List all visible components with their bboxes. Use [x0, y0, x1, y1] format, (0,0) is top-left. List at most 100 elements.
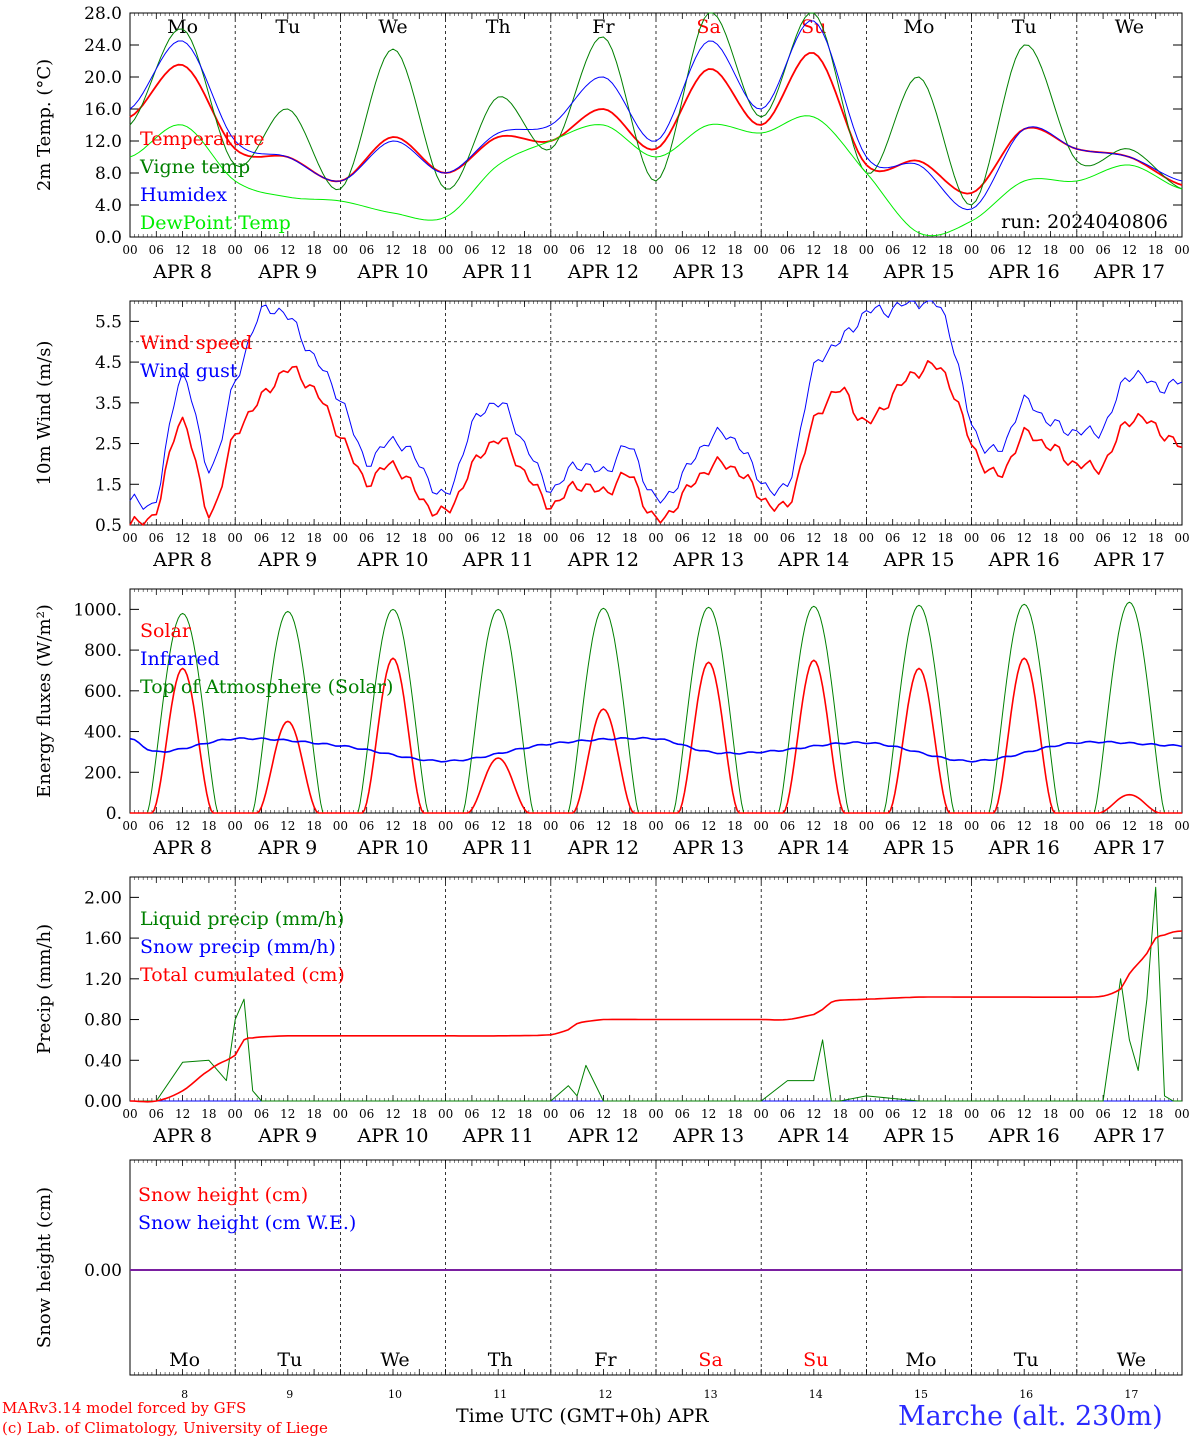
- snow-day-name: Sa: [698, 1349, 722, 1371]
- energy-hour-label: 12: [911, 819, 926, 833]
- wind-hour-label: 18: [1043, 531, 1058, 545]
- wind-hour-label: 12: [1017, 531, 1032, 545]
- wind-hour-label: 06: [990, 531, 1005, 545]
- energy-frame: [129, 588, 1183, 814]
- energy-hour-label: 12: [596, 819, 611, 833]
- snow-legend-snow-height-cm-w-e-: Snow height (cm W.E.): [138, 1212, 356, 1234]
- temp-date-label: APR 15: [882, 261, 954, 283]
- energy-hour-label: 12: [280, 819, 295, 833]
- wind-hour-label: 06: [780, 531, 795, 545]
- precip-hour-label: 12: [1017, 1107, 1032, 1121]
- precip-hour-label: 18: [306, 1107, 321, 1121]
- temp-hour-label: 06: [254, 243, 269, 257]
- precip-hour-label: 18: [412, 1107, 427, 1121]
- precip-hour-label: 06: [675, 1107, 690, 1121]
- energy-hour-label: 18: [412, 819, 427, 833]
- station-name: Marche (alt. 230m): [898, 1401, 1163, 1432]
- temp-day-name: Mo: [167, 16, 198, 38]
- wind-hour-label: 12: [491, 531, 506, 545]
- precip-date-label: APR 10: [356, 1125, 428, 1147]
- energy-hour-label: 00: [859, 819, 874, 833]
- precip-ytick-label: 2.00: [84, 888, 122, 908]
- wind-date-label: APR 12: [567, 549, 639, 571]
- wind-hour-label: 18: [938, 531, 953, 545]
- energy-date-label: APR 11: [462, 837, 534, 859]
- temp-hour-label: 00: [543, 243, 558, 257]
- energy-hour-label: 06: [359, 819, 374, 833]
- snow-ylabel: Snow height (cm): [34, 1187, 55, 1348]
- wind-date-label: APR 8: [152, 549, 212, 571]
- snow-day-name: Su: [803, 1349, 828, 1371]
- energy-ylabel: Energy fluxes (W/m²): [34, 604, 55, 798]
- energy-ytick-label: 1000.: [73, 600, 122, 620]
- precip-hour-label: 06: [569, 1107, 584, 1121]
- wind-hour-label: 06: [254, 531, 269, 545]
- energy-date-label: APR 9: [257, 837, 317, 859]
- wind-date-label: APR 10: [356, 549, 428, 571]
- energy-hour-label: 12: [1017, 819, 1032, 833]
- snow-day-number: 9: [286, 1388, 293, 1401]
- temp-hour-label: 12: [596, 243, 611, 257]
- energy-hour-label: 00: [543, 819, 558, 833]
- wind-legend-wind-speed: Wind speed: [140, 332, 252, 354]
- wind-hour-label: 12: [385, 531, 400, 545]
- wind-ylabel: 10m Wind (m/s): [34, 341, 55, 486]
- energy-hour-label: 18: [517, 819, 532, 833]
- energy-hour-label: 18: [832, 819, 847, 833]
- wind-date-label: APR 13: [672, 549, 744, 571]
- wind-hour-label: 18: [517, 531, 532, 545]
- energy-hour-label: 00: [1069, 819, 1084, 833]
- temp-hour-label: 12: [385, 243, 400, 257]
- temp-ytick-label: 28.0: [84, 4, 122, 24]
- precip-hour-label: 06: [780, 1107, 795, 1121]
- energy-hour-label: 06: [569, 819, 584, 833]
- precip-hour-label: 18: [201, 1107, 216, 1121]
- energy-hour-label: 06: [149, 819, 164, 833]
- energy-line-infrared: [129, 736, 1183, 763]
- temp-ytick-label: 12.0: [84, 132, 122, 152]
- precip-hour-label: 00: [1174, 1107, 1189, 1121]
- precip-hour-label: 06: [254, 1107, 269, 1121]
- energy-hour-label: 00: [648, 819, 663, 833]
- temp-hour-label: 06: [1095, 243, 1110, 257]
- wind-hour-label: 00: [754, 531, 769, 545]
- wind-hour-label: 18: [832, 531, 847, 545]
- temp-hour-label: 06: [675, 243, 690, 257]
- precip-line-total: [129, 930, 1183, 1103]
- precip-hour-label: 00: [754, 1107, 769, 1121]
- precip-hour-label: 06: [885, 1107, 900, 1121]
- model-credit: MARv3.14 model forced by GFS: [2, 1399, 247, 1417]
- temp-line-humidex: [129, 20, 1183, 211]
- temp-hour-label: 06: [149, 243, 164, 257]
- energy-hour-label: 06: [780, 819, 795, 833]
- energy-legend-infrared: Infrared: [140, 648, 220, 670]
- precip-ylabel: Precip (mm/h): [34, 924, 55, 1054]
- precip-ytick-label: 0.80: [84, 1011, 122, 1031]
- temp-day-name: Tu: [275, 16, 300, 38]
- precip-hour-label: 18: [727, 1107, 742, 1121]
- wind-hour-label: 12: [1122, 531, 1137, 545]
- temp-legend-vigne-temp: Vigne temp: [139, 156, 250, 178]
- precip-hour-label: 00: [333, 1107, 348, 1121]
- precip-hour-label: 12: [491, 1107, 506, 1121]
- temp-ytick-label: 20.0: [84, 68, 122, 88]
- energy-hour-label: 00: [438, 819, 453, 833]
- wind-hour-label: 06: [885, 531, 900, 545]
- wind-date-label: APR 14: [777, 549, 849, 571]
- precip-hour-label: 12: [385, 1107, 400, 1121]
- wind-date-label: APR 17: [1093, 549, 1165, 571]
- energy-ytick-label: 200.: [84, 763, 122, 783]
- energy-hour-label: 12: [175, 819, 190, 833]
- temp-hour-label: 18: [517, 243, 532, 257]
- energy-date-label: APR 17: [1093, 837, 1165, 859]
- energy-hour-label: 12: [806, 819, 821, 833]
- temp-hour-label: 06: [569, 243, 584, 257]
- wind-hour-label: 00: [122, 531, 137, 545]
- energy-ytick-label: 800.: [84, 641, 122, 661]
- temp-ylabel: 2m Temp. (°C): [34, 59, 55, 191]
- energy-date-label: APR 8: [152, 837, 212, 859]
- temp-legend-humidex: Humidex: [140, 184, 227, 206]
- precip-legend-total-cumulated-cm-: Total cumulated (cm): [140, 964, 345, 986]
- snow-ytick-label: 0.00: [84, 1261, 122, 1281]
- precip-hour-label: 00: [122, 1107, 137, 1121]
